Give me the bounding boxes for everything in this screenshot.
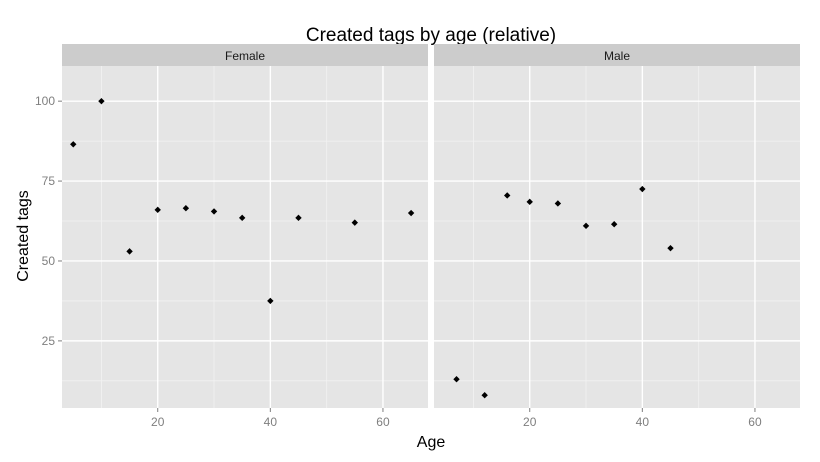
plot-panel <box>62 66 428 408</box>
data-point <box>667 244 674 252</box>
facet-panel-male: Male 20 40 60 <box>434 44 800 429</box>
plot-panel <box>434 66 800 408</box>
data-point <box>126 248 133 255</box>
facet-panel-female: Female 20 40 60 <box>62 44 428 429</box>
y-tick-label: 100 <box>35 94 55 108</box>
data-point <box>154 206 161 214</box>
y-tick-label: 75 <box>42 174 56 188</box>
y-tick-label: 25 <box>42 334 56 348</box>
facet-strip-label: Male <box>604 49 630 63</box>
facet-strip-label: Female <box>225 49 265 63</box>
data-point <box>554 200 562 207</box>
data-point <box>238 214 246 222</box>
data-point <box>453 376 460 383</box>
data-point <box>295 214 302 222</box>
data-point <box>582 222 590 230</box>
gridlines <box>434 66 800 408</box>
facet-panels: Female 20 40 60 Male 20 40 60 25 50 75 100 <box>35 44 800 429</box>
data-point <box>639 185 646 193</box>
x-axis-title: Age <box>417 434 446 451</box>
data-point <box>210 208 218 215</box>
x-tick-label: 20 <box>151 415 165 429</box>
chart-title: Created tags by age (relative) <box>306 25 556 46</box>
data-point <box>267 297 274 305</box>
x-tick-label: 40 <box>636 415 650 429</box>
x-tick-label: 20 <box>523 415 537 429</box>
facet-strip <box>62 44 428 66</box>
data-point <box>70 141 77 148</box>
gridlines <box>62 66 428 408</box>
y-axis: 25 50 75 100 <box>35 94 62 348</box>
data-point <box>182 205 190 212</box>
x-tick-label: 60 <box>376 415 390 429</box>
y-tick-label: 50 <box>42 254 56 268</box>
data-point <box>407 209 415 217</box>
y-axis-title: Created tags <box>15 190 32 282</box>
data-point <box>526 198 533 206</box>
data-point <box>504 192 511 199</box>
data-point <box>98 97 105 105</box>
data-point <box>351 219 358 226</box>
data-point <box>610 221 618 228</box>
data-point <box>481 392 488 399</box>
x-tick-label: 40 <box>264 415 278 429</box>
facet-strip <box>434 44 800 66</box>
x-tick-label: 60 <box>748 415 762 429</box>
